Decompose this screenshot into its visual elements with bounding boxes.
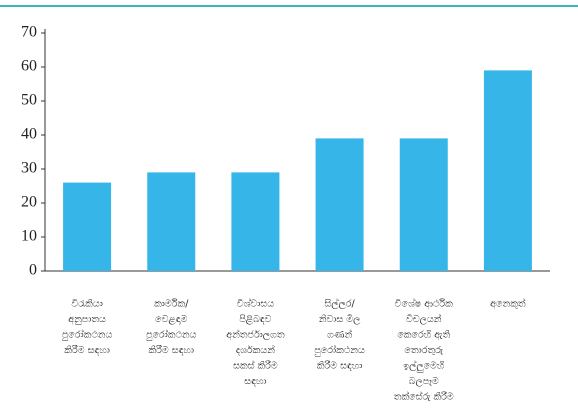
x-tick-label: විශ්වාසය	[237, 296, 274, 309]
x-tick-label: දර්ශකයන්	[236, 343, 275, 356]
x-tick-label: තක්සේරු කිරීම	[394, 389, 454, 402]
x-tick-label: වෙළඳාම	[155, 314, 187, 325]
x-tick-label: අනෙකුත්	[490, 296, 526, 309]
x-tick-label: සිල්ලර/	[324, 296, 355, 309]
x-tick-label: තොරතුරු	[404, 344, 444, 356]
y-tick-label: 40	[21, 126, 37, 143]
x-tick-label: ගණන්	[327, 327, 352, 340]
x-tick-label: සකස් කිරීම	[233, 358, 278, 371]
y-tick-label: 60	[21, 58, 37, 75]
bar	[315, 138, 364, 271]
x-tick-label: පුරෝකථනය	[61, 328, 112, 341]
x-tick-label: කාර්මික/	[154, 298, 189, 310]
x-tick-label: කෙරෙහි ඇති	[397, 329, 450, 341]
y-tick-label: 30	[21, 160, 37, 177]
x-tick-label: පුරෝකථනය	[314, 343, 365, 356]
x-tick-label: ඉල්ලුමෙහි	[403, 358, 445, 373]
x-tick-label: නිවාස මිල	[319, 314, 361, 325]
x-tick-label: විශේෂ ආර්ථික	[395, 296, 453, 309]
bar	[399, 138, 448, 271]
bar	[63, 182, 112, 271]
x-tick-label: විරැකියා	[71, 299, 103, 310]
y-tick-label: 50	[21, 92, 37, 109]
x-tick-label: කිරීම සඳහා	[64, 344, 110, 356]
bar	[231, 172, 280, 271]
y-tick-label: 70	[21, 24, 37, 41]
y-tick-label: 0	[29, 262, 37, 279]
bar	[147, 172, 196, 271]
y-tick-label: 10	[21, 228, 37, 245]
x-tick-label: විචලයන්	[406, 312, 442, 325]
x-tick-label: බලපෑම	[409, 376, 439, 387]
x-tick-label: සඳහා	[244, 376, 266, 387]
y-tick-label: 20	[21, 194, 37, 211]
x-tick-label: පුරෝකථනය	[145, 328, 196, 341]
x-tick-label: කිරීම සඳහා	[317, 360, 363, 372]
x-tick-label: කිරීම සඳහා	[148, 344, 194, 356]
x-tick-label: පිළිබඳව	[239, 314, 272, 325]
x-tick-label: අන්තර්ජාලගත	[226, 327, 285, 340]
bar	[483, 70, 532, 272]
x-tick-label: අනුපාතය	[68, 314, 106, 325]
